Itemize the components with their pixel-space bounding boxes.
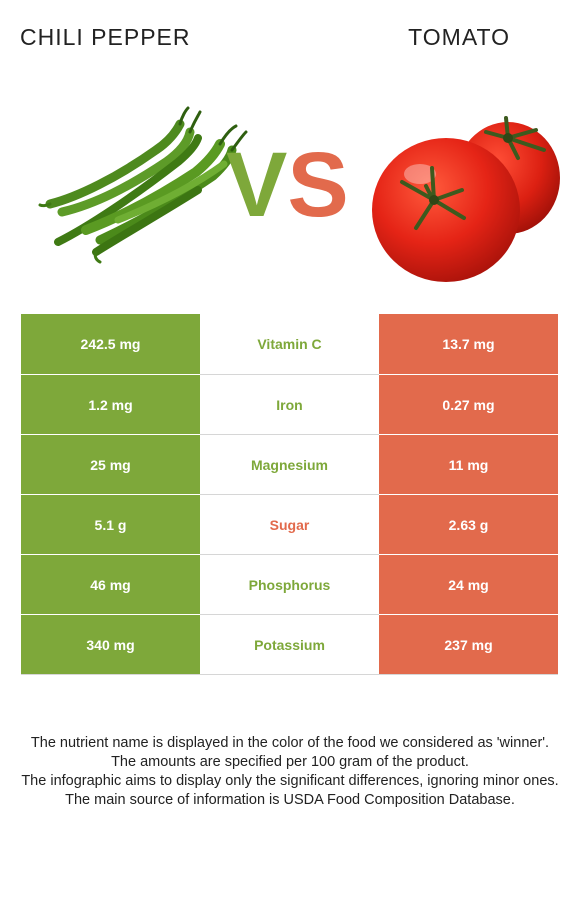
table-row: 25 mg Magnesium 11 mg: [21, 434, 558, 494]
chili-pepper-value: 46 mg: [21, 554, 200, 614]
table-row: 46 mg Phosphorus 24 mg: [21, 554, 558, 614]
nutrient-name: Magnesium: [200, 434, 379, 494]
nutrient-name: Vitamin C: [200, 314, 379, 374]
tomato-value: 237 mg: [379, 614, 558, 674]
nutrient-name: Iron: [200, 374, 379, 434]
table-row: 1.2 mg Iron 0.27 mg: [21, 374, 558, 434]
table-row: 5.1 g Sugar 2.63 g: [21, 494, 558, 554]
tomato-value: 2.63 g: [379, 494, 558, 554]
chili-pepper-value: 242.5 mg: [21, 314, 200, 374]
chili-pepper-image: [38, 106, 248, 264]
chili-pepper-value: 1.2 mg: [21, 374, 200, 434]
footer-note-winner: The nutrient name is displayed in the co…: [30, 735, 550, 751]
chili-pepper-value: 340 mg: [21, 614, 200, 674]
vs-label: VS: [226, 138, 356, 233]
table-row: 242.5 mg Vitamin C 13.7 mg: [21, 314, 558, 374]
tomato-image: [372, 116, 560, 282]
food-right-title: TOMATO: [408, 24, 510, 50]
footer-note-aims: The infographic aims to display only the…: [21, 773, 559, 789]
food-left-title: CHILI PEPPER: [20, 24, 191, 50]
tomato-value: 0.27 mg: [379, 374, 558, 434]
footer-notes: The nutrient name is displayed in the co…: [16, 734, 564, 810]
chili-pepper-value: 25 mg: [21, 434, 200, 494]
nutrient-name: Sugar: [200, 494, 379, 554]
vs-letter-v: V: [226, 134, 288, 236]
tomato-value: 13.7 mg: [379, 314, 558, 374]
footer-note-source: The main source of information is USDA F…: [65, 792, 515, 808]
nutrient-name: Potassium: [200, 614, 379, 674]
chili-pepper-value: 5.1 g: [21, 494, 200, 554]
tomato-value: 11 mg: [379, 434, 558, 494]
vs-letter-s: S: [287, 134, 349, 236]
tomato-value: 24 mg: [379, 554, 558, 614]
comparison-table: 242.5 mg Vitamin C 13.7 mg 1.2 mg Iron 0…: [21, 314, 558, 675]
footer-note-amounts: The amounts are specified per 100 gram o…: [111, 754, 469, 770]
table-row: 340 mg Potassium 237 mg: [21, 614, 558, 674]
nutrient-name: Phosphorus: [200, 554, 379, 614]
